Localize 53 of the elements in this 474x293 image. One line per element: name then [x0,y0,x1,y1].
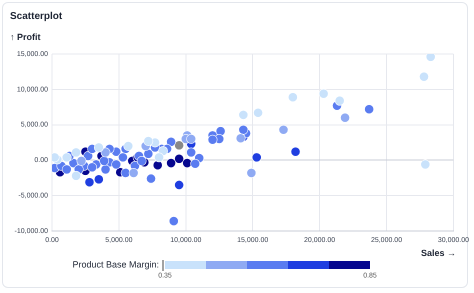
point [253,108,263,118]
point [120,168,130,178]
point [76,156,86,166]
point [288,92,298,102]
point [290,146,300,157]
point [143,148,154,159]
point [123,141,134,151]
x-axis-title: Sales → [420,248,456,258]
point [152,160,163,170]
point [419,72,429,82]
point [100,148,110,158]
point [146,174,156,184]
point [87,162,98,172]
point [168,216,179,226]
color-bar-title: Product Base Margin: [72,259,159,270]
point [318,88,329,99]
point [334,96,345,106]
point [71,170,81,181]
point [238,124,248,135]
point [143,136,154,146]
point [154,152,164,162]
point [426,54,436,62]
point [99,156,110,166]
point [364,104,374,114]
point [166,158,176,168]
point [174,180,184,190]
point [246,168,256,178]
point [94,142,104,152]
point [84,177,94,188]
y-axis-title: ↑ Profit [10,32,40,42]
point [166,136,176,147]
point [186,134,196,144]
point [420,160,430,170]
point [278,124,288,135]
point [118,152,128,162]
point [100,164,110,174]
point [62,164,72,174]
chart-title: Scatterplot [10,11,62,22]
point [252,152,262,162]
point [111,160,122,170]
point [94,174,104,184]
point [236,133,246,144]
point [238,110,248,120]
point [128,168,139,178]
point [62,152,72,162]
point [71,148,81,158]
point [186,148,196,158]
point [136,156,147,166]
point [190,158,200,169]
point [174,154,184,164]
point [174,140,184,150]
point [340,112,350,123]
point [208,134,218,145]
